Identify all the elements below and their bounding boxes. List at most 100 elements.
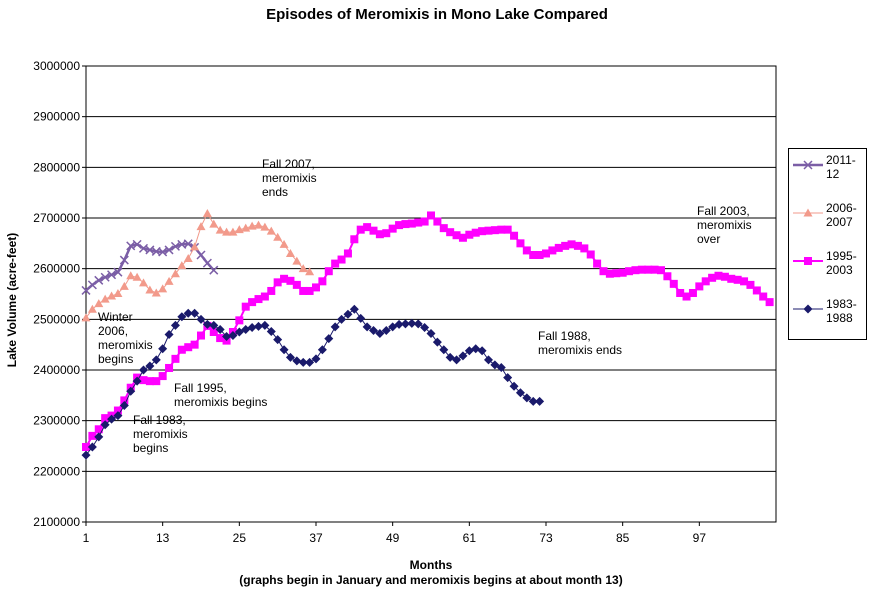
data-point (478, 227, 487, 236)
data-point (119, 255, 129, 265)
data-point (145, 361, 155, 371)
data-point (375, 329, 385, 339)
data-point (515, 388, 525, 398)
x-axis-subtitle: (graphs begin in January and meromixis b… (239, 573, 623, 587)
annotation-fall-2007: Fall 2007, meromixis ends (262, 157, 317, 199)
data-point (324, 267, 333, 276)
data-point (599, 267, 608, 276)
data-point (439, 345, 449, 355)
data-point (439, 224, 448, 233)
data-point (132, 376, 142, 386)
data-point (542, 249, 550, 258)
data-point (561, 241, 570, 250)
annotation-fall-2003: Fall 2003, meromixis over (697, 204, 752, 246)
data-point (87, 304, 97, 313)
data-point (381, 325, 391, 335)
data-point (657, 266, 665, 275)
data-point (363, 223, 372, 232)
data-point (158, 344, 168, 354)
data-point (107, 270, 117, 280)
data-point (356, 225, 365, 234)
data-point (113, 267, 123, 277)
data-point (420, 217, 429, 226)
data-point (132, 239, 142, 249)
data-point (765, 298, 774, 307)
data-point (100, 420, 110, 430)
data-point (100, 294, 110, 303)
data-point (273, 278, 282, 287)
data-point (452, 355, 462, 365)
data-point (266, 326, 276, 336)
data-point (337, 255, 346, 264)
data-point (285, 248, 295, 257)
data-point (305, 267, 315, 276)
data-point (465, 230, 474, 239)
data-point (343, 249, 352, 258)
data-point (382, 229, 391, 238)
data-point (292, 256, 302, 265)
data-point (151, 288, 161, 297)
data-point (458, 233, 467, 242)
data-point (279, 239, 289, 248)
data-point (401, 220, 410, 229)
data-point (209, 265, 219, 275)
data-point (177, 261, 187, 270)
data-point (400, 319, 410, 329)
data-point (158, 247, 168, 257)
annotation-winter-2006: Winter 2006, meromixis begins (98, 310, 153, 366)
data-point (222, 227, 232, 236)
legend-marker-triangle-icon (793, 208, 823, 217)
legend-marker-diamond-icon (793, 304, 823, 314)
data-point (299, 286, 308, 295)
data-point (209, 328, 218, 336)
data-point (222, 332, 232, 342)
data-point (196, 222, 206, 231)
annotation-fall-1983: Fall 1983, meromixis begins (133, 413, 188, 455)
data-point (720, 272, 729, 281)
data-point (113, 406, 122, 415)
data-point (164, 276, 174, 285)
data-point (714, 271, 723, 280)
data-point (126, 271, 136, 280)
legend-label: 2011- 12 (826, 153, 856, 181)
data-point (190, 242, 200, 251)
data-point (477, 346, 487, 356)
data-point (183, 239, 193, 249)
x-tick-label: 49 (386, 531, 400, 545)
data-point (433, 217, 442, 226)
data-point (586, 250, 595, 259)
legend-item-1995-2003: 1995- 2003 (789, 249, 868, 289)
data-point (631, 266, 640, 275)
data-point (171, 354, 180, 363)
data-point (184, 343, 193, 352)
data-point (119, 400, 129, 410)
data-point (407, 219, 416, 228)
data-point (496, 362, 506, 372)
data-point (350, 235, 359, 244)
data-point (548, 246, 557, 255)
data-point (158, 284, 168, 293)
data-point (580, 244, 589, 253)
legend-marker-square-icon (793, 257, 823, 265)
data-point (165, 363, 174, 372)
data-point (528, 396, 538, 406)
data-point (573, 241, 582, 250)
data-point (254, 220, 263, 229)
data-point (510, 231, 519, 240)
data-point (427, 211, 435, 220)
data-point (388, 224, 397, 233)
data-point (324, 334, 334, 344)
data-point (164, 330, 174, 340)
y-tick-label: 2900000 (33, 110, 80, 124)
data-point (126, 386, 136, 396)
data-point (458, 351, 468, 361)
y-tick-label: 2300000 (33, 414, 80, 428)
data-point (305, 357, 315, 367)
data-point (318, 277, 327, 286)
y-tick-label: 2200000 (33, 464, 80, 478)
y-tick-label: 3000000 (33, 59, 80, 73)
data-point (650, 265, 659, 274)
data-point (228, 227, 238, 236)
data-point (119, 281, 129, 290)
